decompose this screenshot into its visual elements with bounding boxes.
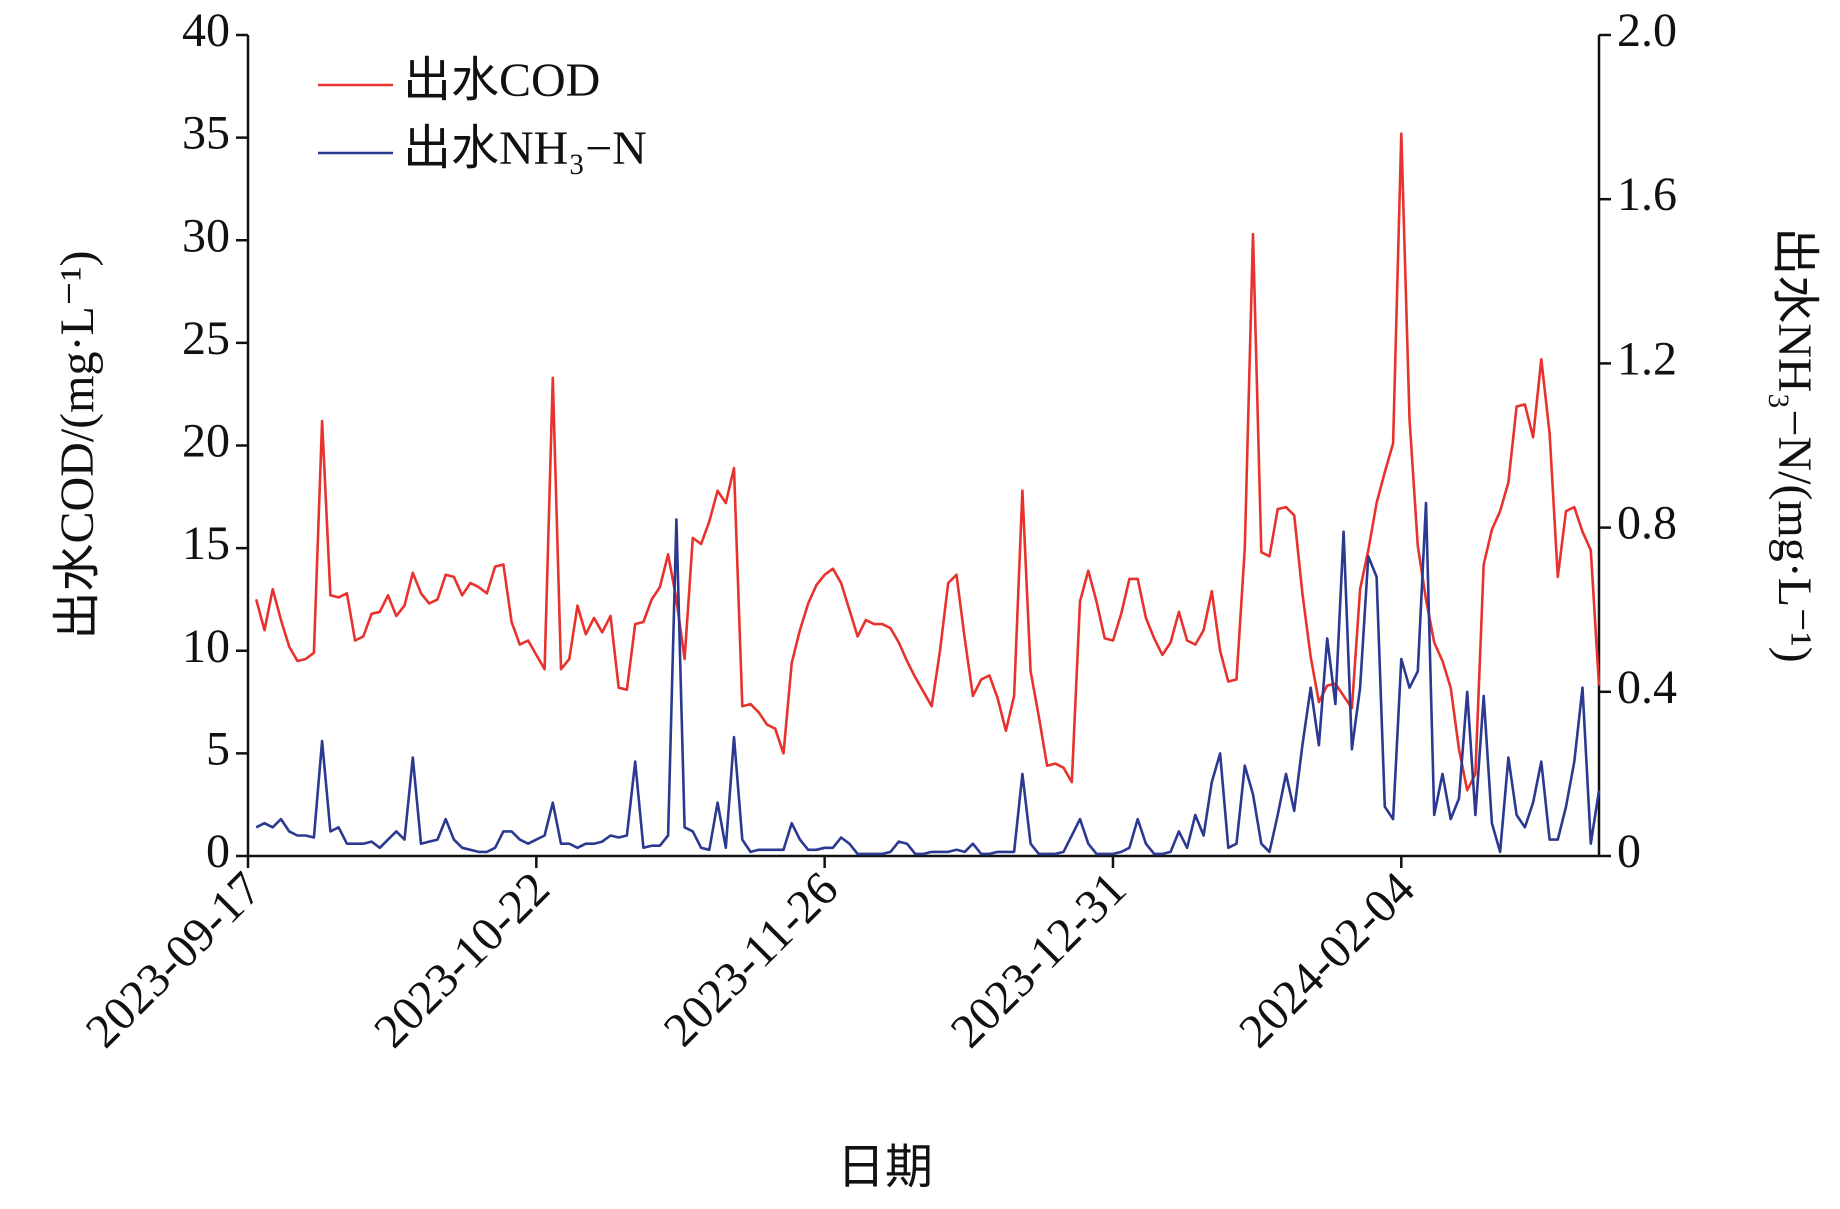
y-axis-label: 出水COD/(mg·L⁻¹) <box>51 250 104 639</box>
line-series <box>254 132 1601 792</box>
y-tick-label: 30 <box>182 209 230 262</box>
y-tick-label: 40 <box>182 4 230 57</box>
x-tick-label: 2023-10-22 <box>364 862 560 1058</box>
legend-label: 出水COD <box>403 54 600 107</box>
y-tick-label: 15 <box>182 517 230 570</box>
y2-tick-label: 2.0 <box>1617 4 1677 57</box>
y-tick-label: 35 <box>182 107 230 160</box>
y2-tick-label: 1.6 <box>1617 168 1677 221</box>
x-tick-label: 2023-12-31 <box>941 862 1137 1058</box>
x-tick-label: 2023-11-26 <box>654 862 849 1057</box>
y2-tick-label: 1.2 <box>1617 332 1677 385</box>
legend-label: 出水NH₃−N <box>403 122 647 175</box>
x-tick-label: 2023-09-17 <box>76 862 272 1058</box>
x-tick-label: 2024-02-04 <box>1229 862 1425 1058</box>
y2-tick-label: 0.4 <box>1617 661 1677 714</box>
y2-axis-label: 出水NH₃−N/(mg·L⁻¹) <box>1768 227 1821 662</box>
y2-tick-label: 0.8 <box>1617 497 1677 550</box>
y2-tick-label: 0 <box>1617 825 1641 878</box>
y-tick-label: 20 <box>182 415 230 468</box>
y-tick-label: 5 <box>206 722 230 775</box>
y-tick-label: 0 <box>206 825 230 878</box>
y-tick-label: 25 <box>182 312 230 365</box>
line-series <box>255 501 1601 856</box>
y-tick-label: 10 <box>182 620 230 673</box>
x-axis-label: 日期 <box>837 1141 933 1194</box>
